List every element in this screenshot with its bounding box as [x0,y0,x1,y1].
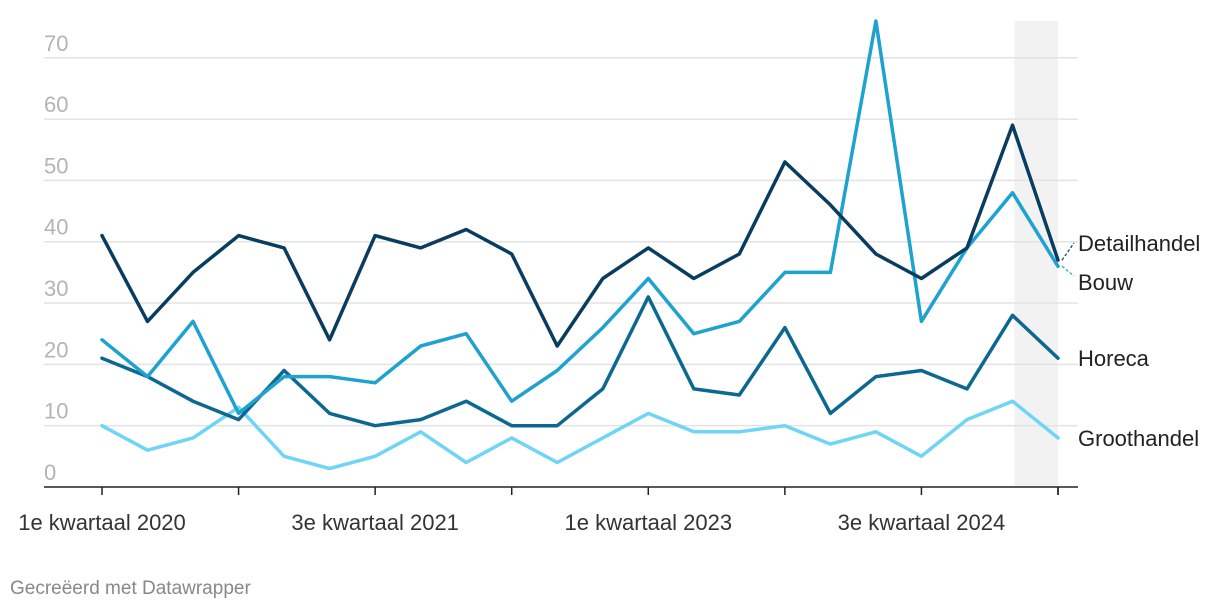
x-tick-label: 3e kwartaal 2021 [291,510,459,535]
y-tick-label: 60 [44,92,68,117]
y-tick-label: 10 [44,399,68,424]
series-line-groothandel [100,399,1060,471]
y-tick-label: 20 [44,337,68,362]
y-tick-label: 50 [44,153,68,178]
y-tick-label: 0 [44,460,56,485]
y-tick-label: 40 [44,215,68,240]
series-label-detailhandel: Detailhandel [1078,231,1200,256]
y-tick-label: 70 [44,31,68,56]
x-tick-label: 3e kwartaal 2024 [838,510,1006,535]
series-label-groothandel: Groothandel [1078,426,1199,451]
series-label-connector [1061,242,1075,261]
x-tick-label: 1e kwartaal 2020 [18,510,186,535]
series-label-connector [1061,265,1075,277]
y-tick-label: 30 [44,276,68,301]
series-label-horeca: Horeca [1078,346,1150,371]
x-tick-label: 1e kwartaal 2023 [565,510,733,535]
footer-credit: Gecreëerd met Datawrapper [10,578,251,599]
series-line-bouw [100,19,1060,416]
series-label-bouw: Bouw [1078,270,1133,295]
series-line-detailhandel [100,123,1060,348]
